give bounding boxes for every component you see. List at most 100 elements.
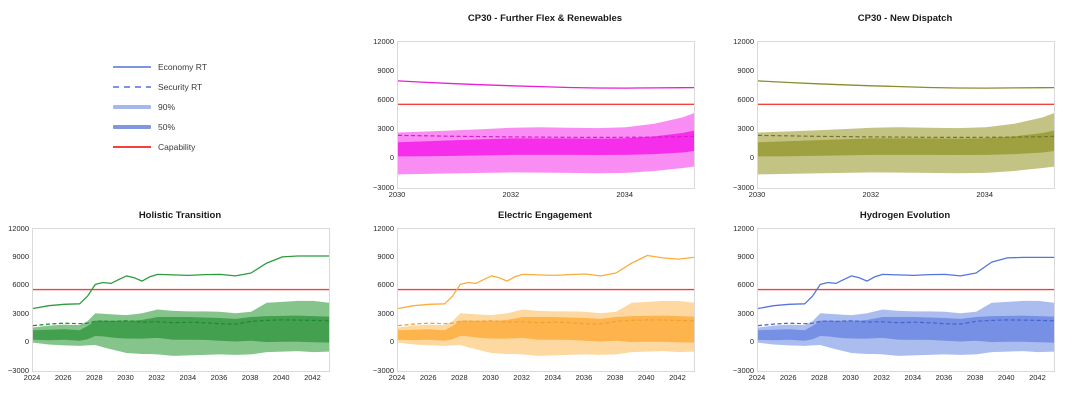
legend-item-50pct: 50% (113, 117, 207, 137)
y-tick-label: 0 (24, 337, 29, 347)
y-tick-label: 3000 (737, 308, 754, 318)
x-tick-label: 2034 (904, 373, 922, 382)
chart-title: Hydrogen Evolution (859, 210, 951, 221)
x-tick-label: 2028 (85, 373, 103, 382)
y-tick-label: −3000 (7, 365, 29, 375)
x-tick-label: 2026 (779, 373, 797, 382)
y-tick-label: 9000 (377, 251, 394, 261)
x-tick-label: 2038 (241, 373, 259, 382)
y-tick-label: 3000 (12, 308, 29, 318)
y-tick-label: 6000 (377, 280, 394, 290)
plot-svg (398, 254, 694, 356)
y-tick-label: −3000 (372, 182, 394, 192)
x-tick-label: 2028 (450, 373, 468, 382)
x-tick-label: 2040 (272, 373, 290, 382)
plot-svg (33, 255, 329, 356)
capability-line-swatch (113, 146, 151, 148)
economy-rt-line-swatch (113, 66, 151, 68)
chart-cp30-new-dispatch: CP30 - New Dispatch 12000 9000 6000 3000 0 −3… (725, 0, 1088, 204)
plot-svg (758, 80, 1054, 175)
x-tick-label: 2034 (179, 373, 197, 382)
chart-cp30-further-flex-renewables: CP30 - Further Flex & Renewables 12000 90… (365, 0, 728, 204)
y-tick-label: −3000 (372, 365, 394, 375)
x-tick-label: 2042 (669, 373, 686, 382)
y-tick-label: 3000 (377, 308, 394, 318)
economy-rt-line (758, 80, 1054, 89)
band-90pct-swatch (113, 105, 151, 109)
plot-svg (758, 256, 1054, 356)
x-tick-label: 2030 (117, 373, 134, 382)
legend-label: Capability (158, 142, 196, 152)
legend-label: 90% (158, 102, 176, 112)
plot-area (757, 228, 1055, 372)
y-tick-label: 6000 (737, 94, 754, 104)
y-tick-label: 9000 (737, 65, 754, 75)
chart-hydrogen-evolution: Hydrogen Evolution 12000 9000 6000 3000 0 −30… (725, 205, 1088, 409)
x-tick-label: 2036 (210, 373, 228, 382)
security-rt-line (398, 134, 694, 139)
plot-area (757, 41, 1055, 189)
chart-title: Electric Engagement (498, 210, 592, 221)
chart-title: CP30 - New Dispatch (857, 13, 953, 24)
economy-rt-line (758, 256, 1054, 310)
x-tick-label: 2030 (388, 190, 406, 199)
legend-item-90pct: 90% (113, 97, 207, 117)
x-tick-label: 2036 (575, 373, 593, 382)
security-rt-line (758, 134, 1054, 139)
x-tick-label: 2032 (862, 190, 880, 199)
y-tick-label: 12000 (373, 36, 394, 46)
x-tick-label: 2024 (748, 373, 766, 382)
legend-label: Economy RT (158, 62, 207, 72)
x-tick-label: 2034 (616, 190, 634, 199)
x-tick-label: 2026 (54, 373, 72, 382)
y-tick-label: 12000 (733, 36, 754, 46)
x-tick-label: 2032 (873, 373, 890, 382)
y-tick-label: 3000 (737, 124, 754, 134)
band-50pct-swatch (113, 125, 151, 129)
x-tick-label: 2030 (842, 373, 859, 382)
x-tick-label: 2042 (1029, 373, 1046, 382)
plot-area (397, 41, 695, 189)
x-tick-label: 2034 (976, 190, 994, 199)
x-tick-label: 2024 (23, 373, 41, 382)
y-tick-label: 6000 (377, 94, 394, 104)
x-tick-label: 2034 (544, 373, 562, 382)
x-tick-label: 2024 (388, 373, 406, 382)
y-tick-label: 6000 (12, 280, 29, 290)
y-tick-label: 9000 (377, 65, 394, 75)
y-tick-label: 12000 (373, 223, 394, 233)
band-50 (398, 130, 694, 157)
economy-rt-line (33, 255, 329, 310)
chart-title: CP30 - Further Flex & Renewables (467, 13, 623, 24)
x-tick-label: 2028 (810, 373, 828, 382)
y-tick-label: −3000 (732, 365, 754, 375)
y-tick-label: 12000 (733, 223, 754, 233)
y-tick-label: −3000 (732, 182, 754, 192)
x-tick-label: 2026 (419, 373, 437, 382)
x-tick-label: 2038 (966, 373, 984, 382)
x-tick-label: 2040 (637, 373, 655, 382)
y-tick-label: 9000 (12, 251, 29, 261)
chart-electric-engagement: Electric Engagement 12000 9000 6000 3000 0 −3… (365, 205, 728, 409)
economy-rt-line (398, 80, 694, 89)
x-tick-label: 2042 (304, 373, 321, 382)
x-tick-label: 2038 (606, 373, 624, 382)
y-tick-label: 0 (389, 337, 394, 347)
security-rt-line (33, 319, 329, 327)
x-tick-label: 2032 (513, 373, 530, 382)
y-tick-label: 0 (749, 153, 754, 163)
y-tick-label: 9000 (737, 251, 754, 261)
x-tick-label: 2032 (148, 373, 165, 382)
security-rt-line (758, 319, 1054, 327)
plot-svg (398, 80, 694, 175)
y-tick-label: 0 (389, 153, 394, 163)
security-rt-dashed-line-swatch (113, 86, 151, 88)
x-tick-label: 2036 (935, 373, 953, 382)
y-tick-label: 0 (749, 337, 754, 347)
y-tick-label: 6000 (737, 280, 754, 290)
x-tick-label: 2040 (997, 373, 1015, 382)
legend-item-capability: Capability (113, 137, 207, 157)
band-50 (33, 315, 329, 343)
band-50 (758, 130, 1054, 157)
